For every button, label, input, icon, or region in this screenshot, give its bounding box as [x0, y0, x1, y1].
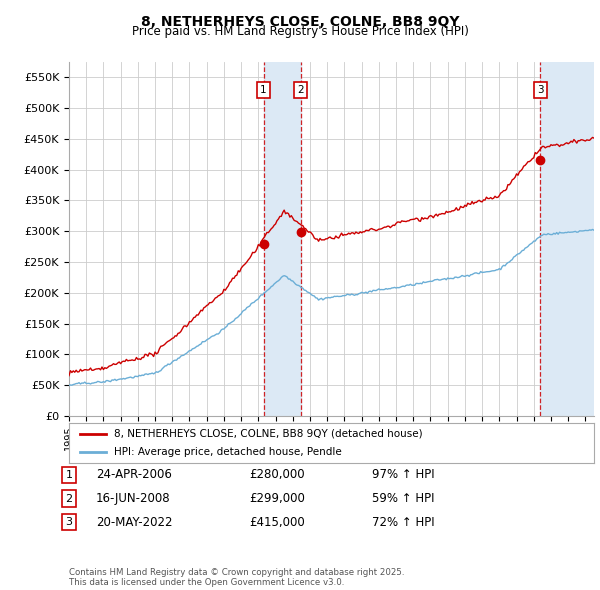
Text: 24-APR-2006: 24-APR-2006 [96, 468, 172, 481]
Text: 72% ↑ HPI: 72% ↑ HPI [372, 516, 434, 529]
Text: 2: 2 [65, 494, 73, 503]
Text: 3: 3 [537, 84, 544, 94]
Text: Contains HM Land Registry data © Crown copyright and database right 2025.
This d: Contains HM Land Registry data © Crown c… [69, 568, 404, 587]
Text: £299,000: £299,000 [249, 492, 305, 505]
Text: 1: 1 [65, 470, 73, 480]
Bar [263, 62, 301, 416]
Text: 20-MAY-2022: 20-MAY-2022 [96, 516, 173, 529]
Text: HPI: Average price, detached house, Pendle: HPI: Average price, detached house, Pend… [113, 447, 341, 457]
Bar [540, 62, 594, 416]
Text: 2: 2 [297, 84, 304, 94]
Text: 3: 3 [65, 517, 73, 527]
Text: £280,000: £280,000 [249, 468, 305, 481]
Text: 16-JUN-2008: 16-JUN-2008 [96, 492, 170, 505]
Text: 59% ↑ HPI: 59% ↑ HPI [372, 492, 434, 505]
Text: 97% ↑ HPI: 97% ↑ HPI [372, 468, 434, 481]
Text: 8, NETHERHEYS CLOSE, COLNE, BB8 9QY: 8, NETHERHEYS CLOSE, COLNE, BB8 9QY [141, 15, 459, 29]
Text: 8, NETHERHEYS CLOSE, COLNE, BB8 9QY (detached house): 8, NETHERHEYS CLOSE, COLNE, BB8 9QY (det… [113, 429, 422, 439]
Text: Price paid vs. HM Land Registry's House Price Index (HPI): Price paid vs. HM Land Registry's House … [131, 25, 469, 38]
Text: £415,000: £415,000 [249, 516, 305, 529]
Text: 1: 1 [260, 84, 267, 94]
